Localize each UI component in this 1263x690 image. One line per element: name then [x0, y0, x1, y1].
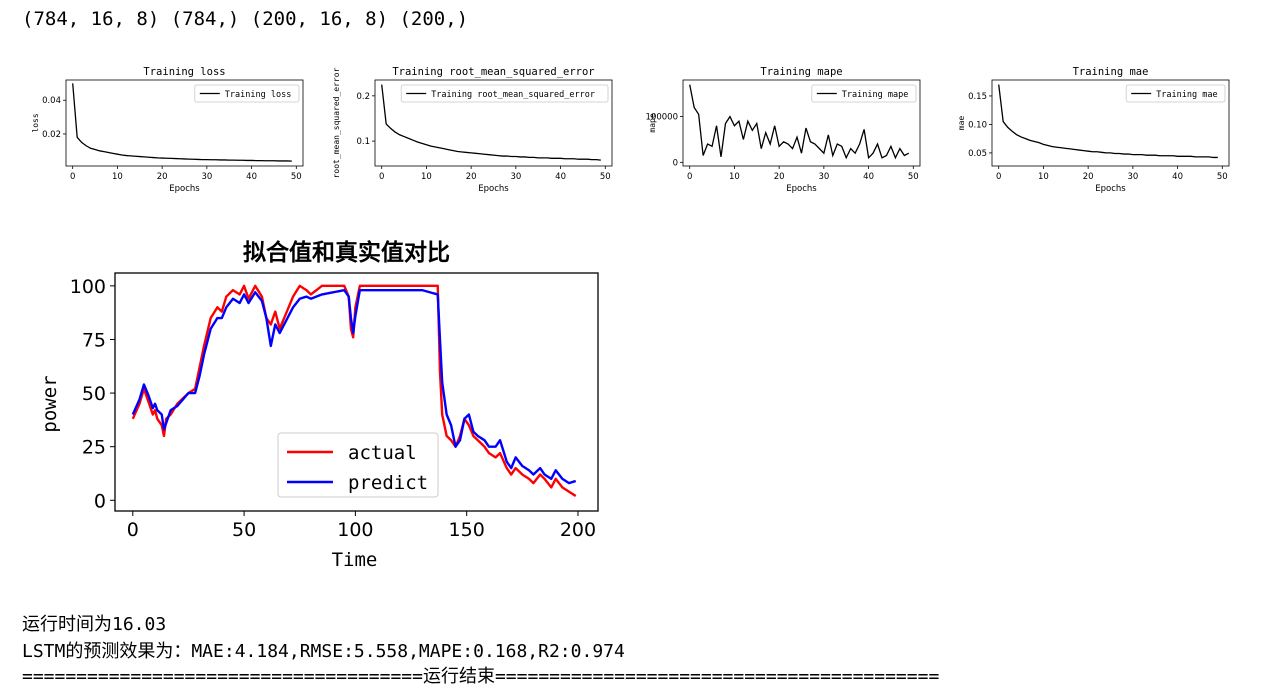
end-separator-text: =====================================运行结… [22, 666, 940, 687]
chart-title: Training mape [760, 66, 842, 78]
x-tick-label: 30 [510, 172, 521, 182]
metrics-text: LSTM的预测效果为：MAE:4.184,RMSE:5.558,MAPE:0.1… [22, 641, 625, 662]
y-tick-label: 0 [673, 158, 678, 168]
x-tick-label: 20 [1083, 172, 1094, 182]
chart-title: Training loss [143, 66, 225, 78]
x-tick-label: 0 [687, 172, 692, 182]
x-tick-label: 0 [996, 172, 1001, 182]
plot-frame [991, 79, 1230, 167]
x-tick-label: 30 [818, 172, 829, 182]
x-tick-label: 20 [466, 172, 477, 182]
plot-frame [65, 79, 304, 167]
y-axis-label: mape [648, 113, 657, 132]
actual-vs-predict-chart: 拟合值和真实值对比 0 50 100 150 200 0 25 50 75 100 Time power… [39, 239, 599, 571]
y-tick-label: 0.02 [42, 130, 61, 140]
y-tick-label: 0 [94, 490, 106, 512]
y-tick-label: 25 [82, 437, 106, 459]
x-tick-label: 30 [201, 172, 212, 182]
x-tick-label: 50 [908, 172, 919, 182]
x-tick-label: 50 [291, 172, 302, 182]
y-tick-label: 100 [70, 276, 106, 298]
x-tick-label: 200 [560, 519, 596, 541]
x-tick-label: 100 [337, 519, 373, 541]
y-tick-label: 0.10 [968, 120, 987, 130]
training-loss-chart: Training loss 0 10 20 30 40 50 0.02 0.04 Epochs lo… [31, 66, 304, 194]
series-line [381, 84, 601, 161]
x-axis-label: Time [332, 549, 378, 571]
y-axis-label: loss [31, 113, 40, 132]
x-tick-label: 150 [449, 519, 485, 541]
y-tick-label: 0.04 [42, 96, 61, 106]
runtime-text: 运行时间为16.03 [22, 614, 167, 635]
x-axis-label: Epochs [478, 184, 509, 194]
x-tick-label: 10 [1038, 172, 1049, 182]
y-tick-label: 0.15 [968, 92, 987, 102]
legend-label-actual: actual [348, 442, 417, 464]
legend-label: Training mae [1156, 90, 1217, 100]
plot-frame [374, 79, 613, 167]
x-axis-label: Epochs [786, 184, 817, 194]
x-tick-label: 10 [112, 172, 123, 182]
x-tick-label: 0 [70, 172, 75, 182]
x-tick-label: 10 [729, 172, 740, 182]
x-tick-label: 20 [774, 172, 785, 182]
x-tick-label: 40 [555, 172, 566, 182]
legend-label: Training root_mean_squared_error [431, 90, 595, 100]
y-tick-label: 100000 [646, 113, 678, 123]
legend-box [1125, 84, 1226, 103]
x-axis-label: Epochs [1095, 184, 1126, 194]
series-line [998, 84, 1218, 159]
x-axis-label: Epochs [169, 184, 200, 194]
training-mae-chart: Training mae 0 10 20 30 40 50 0.05 0.10 0.15 Epoch… [957, 66, 1230, 194]
series-line-predict [131, 288, 577, 485]
y-tick-label: 0.1 [356, 137, 370, 147]
y-axis-label: mae [957, 116, 966, 131]
x-tick-label: 40 [1172, 172, 1183, 182]
series-line [689, 84, 910, 160]
y-axis-label: root_mean_squared_error [332, 67, 341, 178]
plot-frame [114, 272, 599, 512]
series-line [72, 83, 292, 162]
legend-box [194, 84, 300, 103]
x-tick-label: 50 [600, 172, 611, 182]
plot-frame [682, 79, 921, 167]
x-tick-label: 0 [127, 519, 139, 541]
chart-title: 拟合值和真实值对比 [243, 239, 450, 266]
x-tick-label: 20 [157, 172, 168, 182]
training-mape-chart: Training mape 0 10 20 30 40 50 0 100000 Epochs map… [646, 66, 921, 194]
chart-title: Training root_mean_squared_error [392, 66, 594, 78]
legend-box [400, 84, 609, 103]
x-tick-label: 30 [1127, 172, 1138, 182]
legend-label: Training loss [225, 90, 292, 100]
x-tick-label: 0 [379, 172, 384, 182]
x-tick-label: 10 [421, 172, 432, 182]
legend-box [811, 84, 917, 103]
y-axis-label: power [39, 375, 61, 432]
y-tick-label: 0.2 [356, 92, 370, 102]
data-shapes-output: (784, 16, 8) (784,) (200, 16, 8) (200,) [22, 8, 469, 30]
y-tick-label: 50 [82, 383, 106, 405]
training-rmse-chart: Training root_mean_squared_error 0 10 20 30 4… [332, 66, 613, 194]
y-tick-label: 0.05 [968, 149, 987, 159]
y-tick-label: 75 [82, 329, 106, 351]
legend-label: Training mape [842, 90, 909, 100]
chart-title: Training mae [1073, 66, 1149, 78]
x-tick-label: 40 [246, 172, 257, 182]
x-tick-label: 50 [1217, 172, 1228, 182]
legend-label-predict: predict [348, 472, 428, 494]
x-tick-label: 50 [232, 519, 256, 541]
x-tick-label: 40 [863, 172, 874, 182]
